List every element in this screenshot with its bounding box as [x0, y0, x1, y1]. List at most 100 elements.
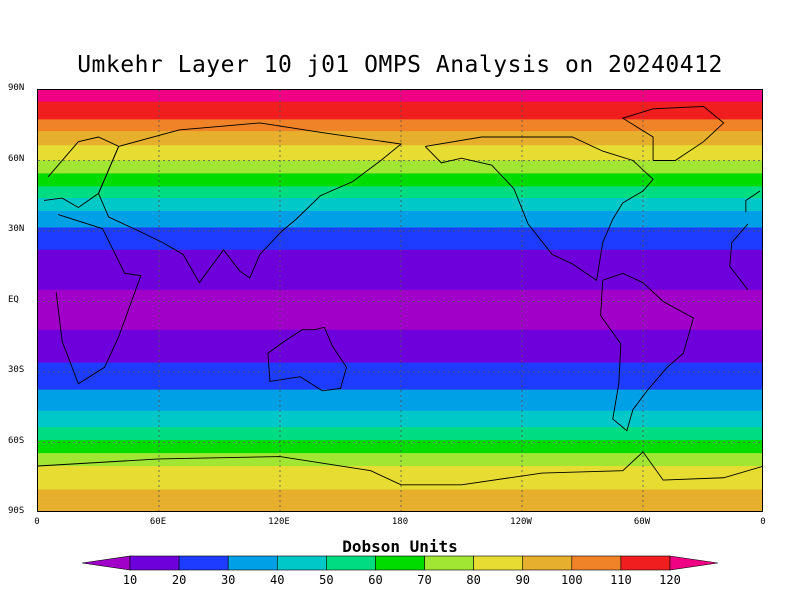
field-band — [38, 352, 762, 354]
lon-tick-label: 120E — [268, 517, 290, 527]
field-band — [38, 267, 762, 270]
field-band — [38, 456, 762, 459]
field-band — [38, 137, 762, 139]
field-band — [38, 119, 762, 122]
legend-swatch — [571, 555, 622, 571]
field-band — [38, 477, 762, 480]
field-band — [38, 390, 762, 393]
field-band — [38, 274, 762, 277]
coastline — [729, 223, 749, 267]
field-band — [38, 306, 762, 308]
field-band — [38, 391, 762, 394]
field-band — [38, 149, 762, 152]
field-band — [38, 193, 762, 196]
field-band — [38, 411, 762, 414]
legend-swatch — [326, 555, 376, 571]
field-band — [38, 309, 762, 312]
lat-tick-label: 60N — [8, 153, 25, 164]
field-band — [38, 198, 762, 200]
field-band — [38, 507, 762, 509]
field-band — [38, 256, 762, 259]
coastline — [267, 326, 348, 392]
field-band — [38, 102, 762, 105]
field-band — [38, 498, 762, 501]
field-band — [38, 444, 762, 447]
field-band — [38, 182, 762, 185]
field-band — [38, 426, 762, 428]
field-band — [38, 510, 762, 511]
field-band — [38, 139, 762, 142]
field-band — [38, 92, 762, 95]
field-band — [38, 104, 762, 106]
field-band — [38, 443, 762, 446]
lon-tick-label: 60E — [149, 517, 167, 527]
legend-tick-label: 100 — [560, 573, 583, 587]
field-band — [38, 108, 762, 111]
field-band — [38, 361, 762, 364]
field-band — [38, 342, 762, 345]
legend-swatch — [522, 555, 573, 571]
field-band — [38, 427, 762, 429]
field-band — [38, 167, 762, 170]
field-band — [38, 259, 762, 261]
coastline — [55, 214, 142, 385]
field-band — [38, 166, 762, 169]
field-band — [38, 335, 762, 338]
legend-tick-label: 10 — [122, 573, 138, 587]
field-band — [38, 489, 762, 492]
field-band — [38, 269, 762, 272]
field-band — [38, 293, 762, 296]
legend-swatch — [129, 555, 180, 571]
field-band — [38, 221, 762, 224]
field-band — [38, 145, 762, 147]
coastline — [621, 105, 725, 161]
field-band — [38, 393, 762, 395]
field-band — [38, 419, 762, 421]
field-band — [38, 380, 762, 382]
field-band — [38, 326, 762, 328]
field-band — [38, 134, 762, 137]
field-band — [38, 480, 762, 482]
field-band — [38, 138, 762, 140]
field-band — [38, 490, 762, 493]
field-band — [38, 413, 762, 415]
coastline — [38, 451, 762, 486]
field-band — [38, 255, 762, 258]
field-band — [38, 468, 762, 471]
lon-tick-label: 0 — [34, 517, 40, 527]
field-band — [38, 364, 762, 367]
field-band — [38, 185, 762, 187]
field-band — [38, 310, 762, 313]
color-bar — [81, 555, 719, 571]
field-band — [38, 350, 762, 353]
field-band — [38, 93, 762, 96]
field-band — [38, 449, 762, 452]
field-band — [38, 460, 762, 462]
field-band — [38, 109, 762, 112]
field-band — [38, 347, 762, 350]
field-band — [38, 417, 762, 420]
field-band — [38, 457, 762, 460]
lon-tick-label: 60W — [633, 517, 651, 527]
field-band — [38, 213, 762, 216]
field-band — [38, 250, 762, 253]
field-band — [38, 266, 762, 269]
field-band — [38, 236, 762, 239]
field-band — [38, 91, 762, 93]
field-band — [38, 491, 762, 494]
field-band — [38, 488, 762, 491]
field-band — [38, 461, 762, 464]
field-band — [38, 316, 762, 319]
coastline — [98, 122, 403, 284]
field-band — [38, 180, 762, 183]
field-band — [38, 275, 762, 278]
field-band — [38, 253, 762, 256]
field-band — [38, 223, 762, 226]
field-band — [38, 414, 762, 417]
field-band — [38, 447, 762, 449]
field-band — [38, 162, 762, 165]
legend-swatch — [473, 555, 524, 571]
field-band — [38, 97, 762, 99]
field-band — [38, 360, 762, 363]
field-band — [38, 288, 762, 291]
